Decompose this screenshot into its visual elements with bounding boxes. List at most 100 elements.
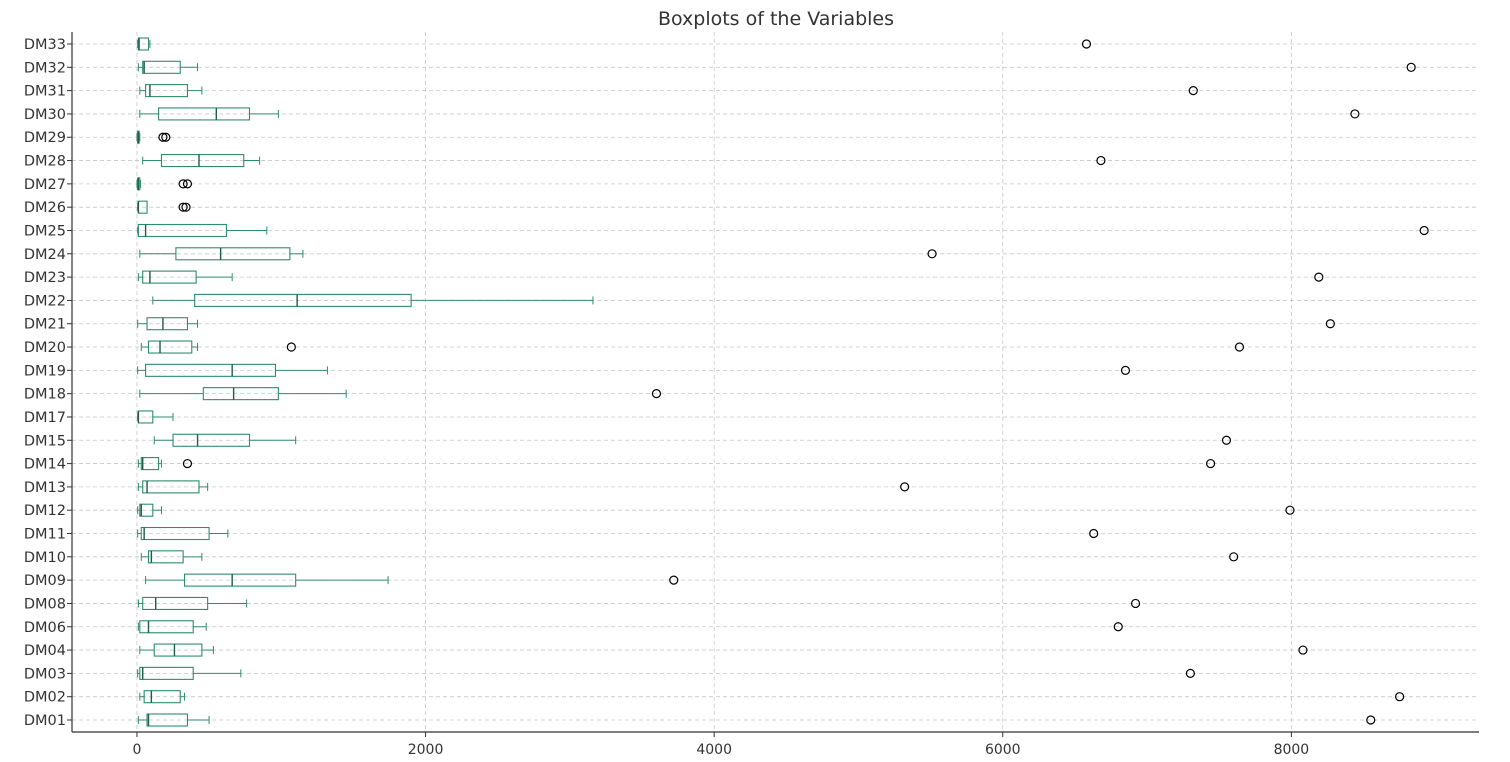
iqr-box [158,107,251,121]
iqr-box [140,526,210,541]
iqr-box [184,573,297,587]
outlier-point [1406,62,1416,72]
iqr-box [137,37,150,51]
outlier-point [1089,528,1099,539]
iqr-box [140,457,160,471]
boxplot-dm04 [139,643,1308,657]
x-tick-label: 8000 [1274,742,1310,758]
boxplot-dm08 [137,596,1141,610]
outlier-point [1185,668,1195,678]
category-label: DM21 [24,317,66,333]
outlier-point [158,132,168,142]
outlier-point [1120,365,1131,375]
iqr-box [146,713,188,727]
iqr-box [172,433,251,447]
boxplot-dm29 [136,130,171,144]
boxplot-dm09 [145,573,679,587]
category-label: DM26 [24,200,66,216]
category-label: DM25 [24,223,66,239]
boxplot-dm02 [139,690,1405,704]
boxplot-dm12 [137,503,1295,517]
outlier-point [1285,505,1295,515]
iqr-box [145,363,277,377]
outlier-point [1081,39,1092,49]
boxplot-dm11 [137,526,1099,541]
outlier-point [1113,622,1123,632]
boxplot-dm19 [137,363,1131,377]
boxplot-dm31 [139,84,1198,98]
category-label: DM27 [24,177,66,193]
boxplot-dm17 [137,410,174,424]
iqr-box [202,387,279,401]
iqr-box [147,550,184,564]
boxplot-dm27 [136,177,193,191]
iqr-box [139,620,194,634]
category-label: DM14 [24,457,66,473]
grid-layer [72,32,1479,732]
boxplot-dm28 [142,154,1106,168]
boxplot-dm14 [137,457,1216,471]
boxplot-dm21 [137,317,1335,331]
outlier-point [1229,552,1239,562]
outlier-point [900,482,910,492]
outlier-point [1325,319,1335,329]
outlier-point [651,389,662,399]
outlier-point [182,458,193,469]
boxplot-dm33 [137,37,1092,51]
outlier-point [1234,342,1245,352]
outlier-point [1298,645,1308,655]
category-label: DM11 [24,527,66,543]
iqr-box [142,596,209,610]
iqr-box [194,293,412,307]
x-tick-label: 6000 [985,742,1021,758]
iqr-box [146,317,188,331]
iqr-box [139,666,194,680]
category-label: DM10 [24,550,66,566]
boxplot-dm01 [137,713,1376,727]
category-label: DM33 [24,37,66,53]
iqr-box [142,480,200,494]
iqr-box [143,690,181,704]
x-tick-label: 4000 [696,742,732,758]
outlier-point [1314,272,1324,282]
boxplot-dm20 [140,340,1245,354]
box-layer [136,37,1429,727]
boxplot-dm15 [153,433,1232,447]
boxplot-dm32 [137,60,1416,74]
outlier-point [178,202,188,212]
category-label: DM08 [24,596,66,612]
boxplot-dm03 [137,666,1195,680]
outlier-point [178,179,188,189]
outlier-point [1188,86,1198,96]
outlier-point [286,342,296,352]
outlier-point [669,575,679,585]
iqr-box [160,154,245,168]
boxplot-dm24 [139,247,937,261]
outlier-point [1205,458,1216,469]
category-label: DM19 [24,363,66,379]
axis-layer [67,32,1479,737]
category-label: DM20 [24,340,66,356]
category-label: DM17 [24,410,66,426]
boxplot-dm23 [137,270,1324,284]
boxplot-dm10 [140,550,1239,564]
category-label: DM13 [24,480,66,496]
boxplot-dm06 [137,620,1123,634]
outlier-point [1366,715,1376,725]
outlier-point [1350,109,1360,119]
iqr-box [175,247,291,261]
category-label: DM23 [24,270,66,286]
iqr-box [137,223,227,238]
category-label: DM04 [24,643,66,659]
category-label: DM06 [24,620,66,636]
outlier-point [182,179,193,189]
outlier-point [1395,692,1405,702]
category-label: DM24 [24,247,66,263]
iqr-box [147,340,193,354]
x-tick-label: 2000 [408,742,444,758]
boxplot-dm22 [152,293,594,307]
outlier-point [161,132,171,142]
boxplot-dm13 [137,480,910,494]
category-label: DM30 [24,107,66,123]
category-label: DM31 [24,84,66,100]
